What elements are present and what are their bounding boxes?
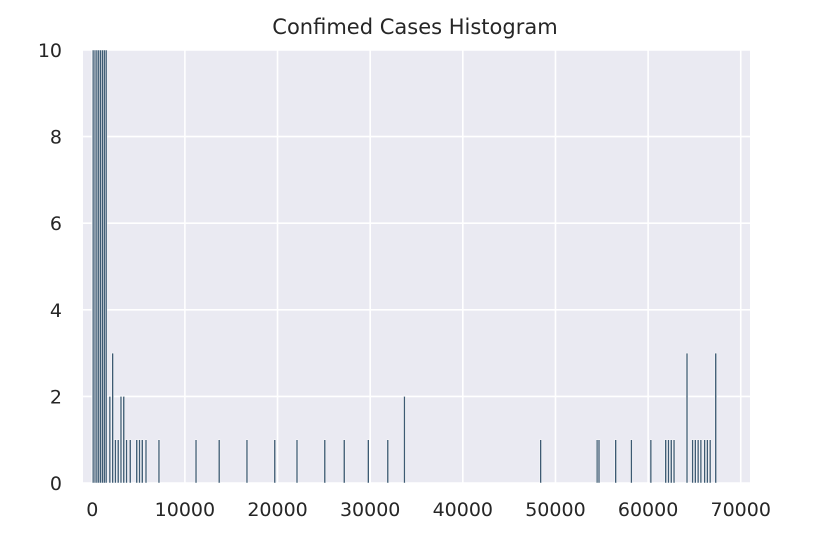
histogram-bar xyxy=(696,439,700,484)
histogram-bar xyxy=(708,439,712,484)
x-axis-ticks: 0 10000 20000 30000 40000 50000 60000 70000 xyxy=(86,499,771,521)
histogram-bar xyxy=(691,439,694,484)
histogram-bar xyxy=(245,439,249,484)
histogram-bar xyxy=(664,439,667,484)
x-tick-label: 50000 xyxy=(525,499,585,521)
y-tick-label: 8 xyxy=(50,127,62,149)
histogram-bar xyxy=(119,396,123,484)
y-tick-label: 6 xyxy=(50,213,62,235)
histogram-bar xyxy=(630,439,633,484)
histogram-bar xyxy=(672,439,676,484)
histogram-bar xyxy=(141,439,144,484)
histogram-bar xyxy=(597,439,601,484)
histogram-bar xyxy=(703,439,706,484)
x-tick-label: 60000 xyxy=(618,499,678,521)
histogram-bar xyxy=(144,439,148,484)
histogram-bar xyxy=(323,439,326,484)
histogram-bar xyxy=(218,439,221,484)
histogram-bar xyxy=(194,439,198,484)
histogram-bar xyxy=(99,49,102,484)
histogram-bar xyxy=(122,396,125,484)
x-tick-label: 20000 xyxy=(247,499,307,521)
histogram-bar xyxy=(367,439,370,484)
histogram-bar xyxy=(614,439,617,484)
histogram-bar xyxy=(129,439,132,484)
histogram-bar xyxy=(114,439,117,484)
plot-background xyxy=(83,50,750,483)
histogram-bar xyxy=(111,352,114,484)
bars xyxy=(92,49,717,484)
histogram-bar xyxy=(539,439,542,484)
histogram-bar xyxy=(273,439,276,484)
y-tick-label: 2 xyxy=(50,386,62,408)
histogram-bar xyxy=(135,439,138,484)
y-axis-ticks: 0 2 4 6 8 10 xyxy=(38,40,62,495)
histogram-bar xyxy=(694,439,697,484)
histogram-bar xyxy=(403,396,406,484)
x-tick-label: 40000 xyxy=(433,499,493,521)
x-tick-label: 0 xyxy=(86,499,98,521)
y-tick-label: 0 xyxy=(50,473,62,495)
histogram-bar xyxy=(97,49,100,484)
histogram-bar xyxy=(117,439,120,484)
histogram-bar xyxy=(101,49,104,484)
y-tick-label: 4 xyxy=(50,300,62,322)
histogram-bar xyxy=(93,49,97,484)
histogram-bar xyxy=(125,439,128,484)
histogram-bar xyxy=(108,396,112,484)
grid xyxy=(83,49,750,484)
x-tick-label: 30000 xyxy=(340,499,400,521)
histogram-bar xyxy=(714,352,717,484)
histogram-bar xyxy=(386,439,389,484)
histogram-bar xyxy=(649,439,653,484)
histogram-bar xyxy=(685,352,689,484)
histogram-bar xyxy=(670,439,673,484)
histogram-bar xyxy=(295,439,299,484)
histogram-bar xyxy=(667,439,670,484)
y-tick-label: 10 xyxy=(38,40,62,62)
histogram-bar xyxy=(103,49,106,484)
histogram-bar xyxy=(706,439,709,484)
histogram-bar xyxy=(95,49,99,484)
histogram-bar xyxy=(595,439,599,484)
x-tick-label: 70000 xyxy=(711,499,771,521)
histogram-bar xyxy=(138,439,141,484)
histogram-bar xyxy=(104,49,108,484)
histogram-bar xyxy=(157,439,161,484)
histogram-bar xyxy=(343,439,346,484)
chart-title: Confimed Cases Histogram xyxy=(272,15,557,39)
histogram-bar xyxy=(699,439,703,484)
x-tick-label: 10000 xyxy=(155,499,215,521)
histogram-bar xyxy=(92,49,95,484)
